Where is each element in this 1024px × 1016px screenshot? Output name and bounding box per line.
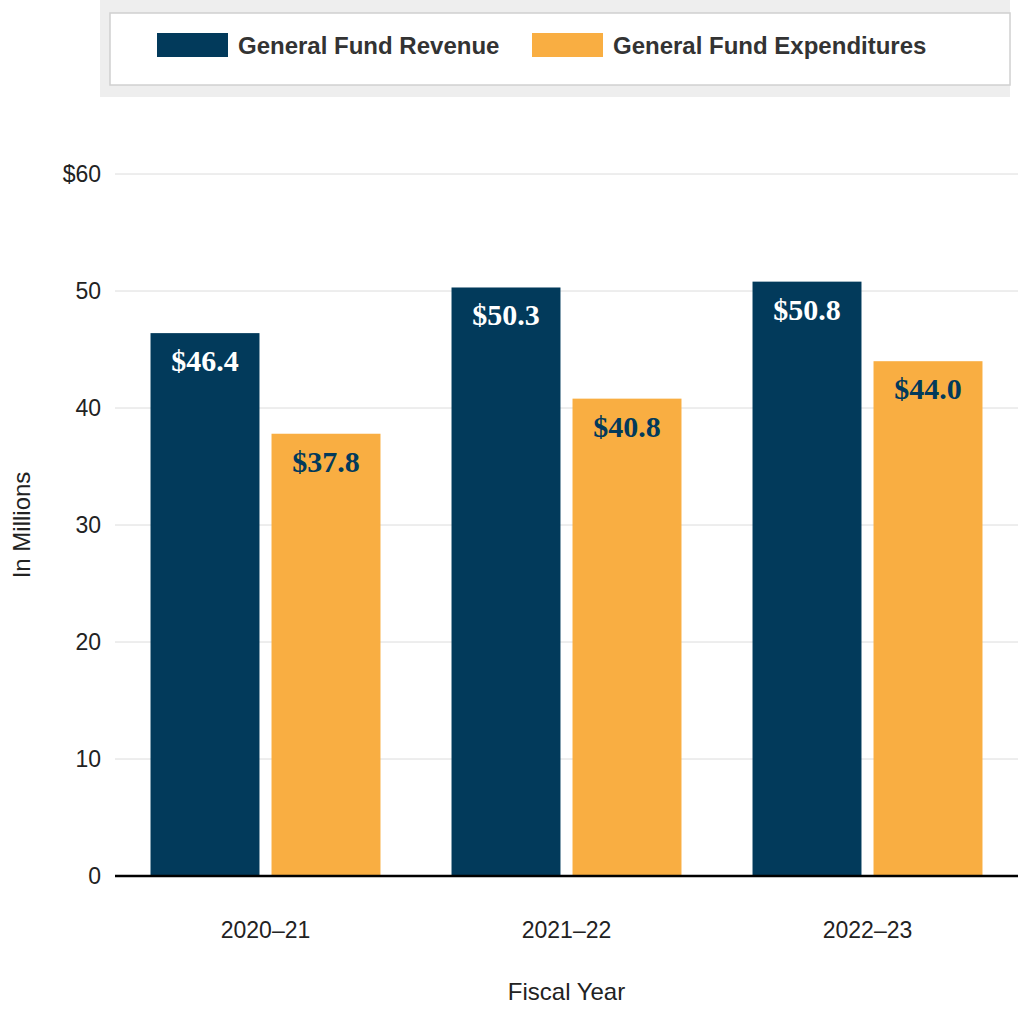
legend-swatch <box>157 33 228 57</box>
x-tick-label: 2021–22 <box>522 917 612 943</box>
legend-shadow <box>100 0 1010 97</box>
y-axis-title: In Millions <box>8 472 35 579</box>
grid-line <box>115 174 1018 175</box>
chart-svg: General Fund Revenue General Fund Expendi… <box>0 0 1024 1016</box>
y-tick-label: 50 <box>75 278 101 304</box>
legend-label: General Fund Expenditures <box>613 32 926 59</box>
legend-swatch <box>532 33 603 57</box>
bar <box>452 287 561 876</box>
x-tick-label: 2020–21 <box>221 917 311 943</box>
y-tick-label: 20 <box>75 629 101 655</box>
legend: General Fund Revenue General Fund Expendi… <box>100 0 1010 97</box>
data-label: $50.3 <box>472 298 540 331</box>
data-label: $50.8 <box>773 293 841 326</box>
y-tick-label: 10 <box>75 746 101 772</box>
bar <box>272 434 381 876</box>
x-axis: 2020–21 2021–22 2022–23 <box>221 917 913 943</box>
y-tick-label: 30 <box>75 512 101 538</box>
x-tick-label: 2022–23 <box>823 917 913 943</box>
data-labels: $46.4 $50.3 $50.8 $37.8 $40.8 $44.0 <box>171 293 962 478</box>
grid-line <box>115 876 1018 877</box>
bars <box>151 282 983 876</box>
chart-container: General Fund Revenue General Fund Expendi… <box>0 0 1024 1016</box>
x-axis-line <box>115 875 1018 878</box>
x-axis-title: Fiscal Year <box>508 978 625 1005</box>
data-label: $40.8 <box>593 410 661 443</box>
data-label: $46.4 <box>171 344 239 377</box>
bar <box>573 399 682 876</box>
grid-line <box>115 291 1018 292</box>
bar <box>874 361 983 876</box>
y-axis: 0 10 20 30 40 50 $60 <box>63 161 1018 889</box>
legend-box <box>110 13 1010 85</box>
y-tick-label: $60 <box>63 161 101 187</box>
y-tick-label: 40 <box>75 395 101 421</box>
data-label: $44.0 <box>894 372 962 405</box>
bar <box>151 333 260 876</box>
bar <box>753 282 862 876</box>
legend-label: General Fund Revenue <box>238 32 499 59</box>
y-tick-label: 0 <box>88 863 101 889</box>
data-label: $37.8 <box>292 445 360 478</box>
